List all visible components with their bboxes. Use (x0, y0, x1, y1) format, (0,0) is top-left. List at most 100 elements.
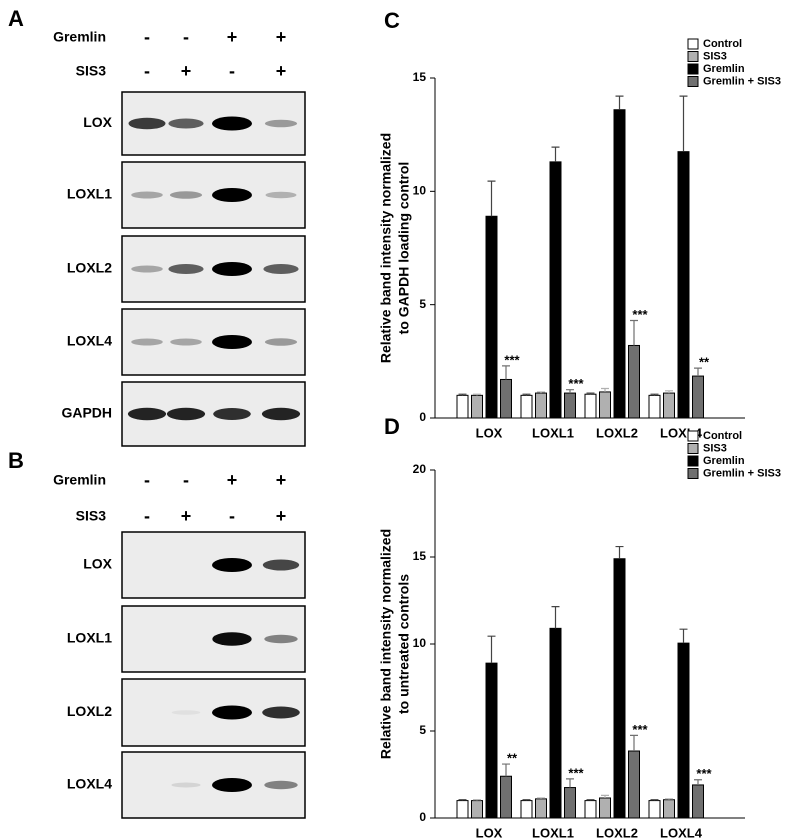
bar (485, 662, 498, 819)
bar (549, 627, 562, 819)
blot-band (168, 118, 204, 129)
blot-band (212, 188, 252, 202)
blot-band (261, 407, 301, 421)
treatment-label: Gremlin (53, 472, 106, 488)
y-tick-label: 0 (419, 410, 426, 424)
y-axis-label: Relative band intensity normalized (378, 133, 394, 363)
y-tick-label: 15 (413, 549, 427, 563)
blot-band (166, 407, 206, 421)
blot-band (264, 780, 298, 790)
treatment-label: SIS3 (76, 508, 107, 524)
y-tick-label: 10 (413, 184, 427, 198)
error-bar (615, 95, 624, 110)
error-bar (601, 794, 609, 798)
treatment-label: SIS3 (76, 63, 107, 79)
significance-label: *** (568, 765, 584, 780)
blot-label: LOXL1 (67, 630, 112, 646)
error-bar (586, 392, 595, 395)
treatment-sign: + (276, 61, 287, 81)
bar (692, 375, 704, 419)
x-tick-label: LOXL1 (532, 825, 574, 840)
error-bar (551, 605, 560, 629)
legend-label: Gremlin (703, 455, 745, 467)
bar (485, 215, 498, 419)
legend-swatch (687, 430, 699, 442)
y-tick-label: 5 (419, 297, 426, 311)
bar (471, 800, 483, 819)
y-tick-label: 15 (413, 70, 427, 84)
error-bar (458, 393, 467, 396)
blot-band (212, 335, 252, 349)
error-bar (473, 393, 481, 396)
bar (613, 558, 626, 819)
blot-band (264, 634, 298, 644)
treatment-sign: - (229, 61, 235, 81)
x-tick-label: LOX (476, 425, 503, 440)
x-tick-label: LOXL4 (660, 825, 703, 840)
blot-band (212, 262, 252, 276)
blot-band (264, 119, 298, 128)
significance-label: *** (696, 766, 712, 781)
bar (564, 787, 576, 819)
y-axis-label: Relative band intensity normalized (378, 529, 394, 759)
panel-letter: B (8, 448, 24, 473)
y-tick-label: 5 (419, 723, 426, 737)
x-tick-label: LOX (476, 825, 503, 840)
error-bar (566, 389, 574, 394)
bar (692, 784, 704, 819)
bar (599, 391, 611, 419)
legend-swatch (687, 38, 699, 50)
legend-label: SIS3 (703, 50, 727, 62)
bar (535, 798, 547, 819)
bar (471, 394, 483, 419)
error-bar (630, 319, 638, 346)
blot-band (131, 191, 163, 199)
blot-band (128, 117, 166, 130)
blot-band (212, 632, 252, 646)
treatment-sign: + (181, 61, 192, 81)
blot-label: LOX (83, 114, 112, 130)
blot-band (169, 191, 203, 199)
blot-label: GAPDH (61, 405, 112, 421)
significance-label: *** (568, 376, 584, 391)
blot-band (168, 264, 204, 274)
error-bar (586, 799, 595, 801)
error-bar (650, 393, 659, 396)
legend-label: Gremlin (703, 63, 745, 75)
treatment-sign: - (144, 470, 150, 490)
bar (599, 797, 611, 819)
blot-band (263, 264, 299, 274)
blot-band (212, 705, 252, 720)
legend-label: Control (703, 38, 742, 50)
error-bar (601, 387, 609, 392)
error-bar (502, 763, 510, 777)
x-tick-label: LOXL2 (596, 825, 638, 840)
bar (613, 109, 626, 419)
treatment-sign: - (183, 27, 189, 47)
bar (456, 394, 469, 419)
bar (648, 800, 661, 819)
legend-swatch (687, 51, 699, 62)
treatment-sign: + (276, 470, 287, 490)
blot-band (131, 338, 163, 346)
error-bar (537, 391, 545, 394)
bar (663, 799, 675, 819)
panel-letter: A (8, 6, 24, 31)
bar (520, 394, 533, 419)
blot-band (212, 778, 252, 792)
blot-band (171, 710, 201, 715)
blot-label: LOXL1 (67, 186, 112, 202)
error-bar (458, 799, 467, 801)
treatment-sign: - (183, 470, 189, 490)
bar (520, 800, 533, 819)
legend-label: Gremlin + SIS3 (703, 75, 781, 87)
blot-band (213, 408, 251, 420)
error-bar (522, 393, 531, 396)
error-bar (487, 635, 496, 664)
panel-letter: C (384, 8, 400, 33)
bar (663, 392, 675, 419)
significance-label: *** (632, 307, 648, 322)
significance-label: *** (504, 352, 520, 367)
significance-label: ** (699, 355, 710, 370)
